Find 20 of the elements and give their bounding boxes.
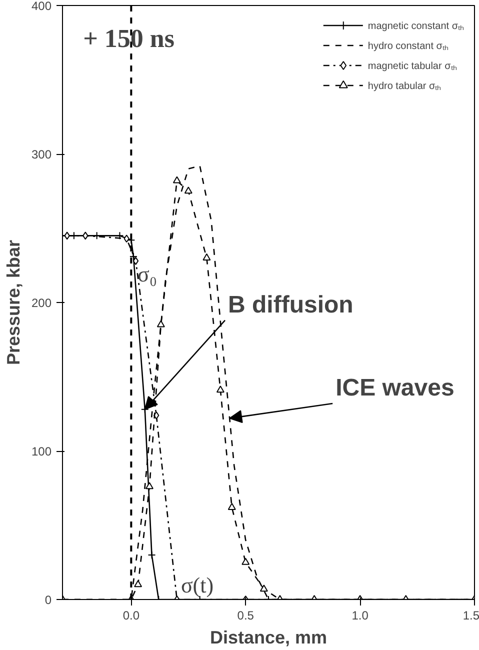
annotation: σ₀ bbox=[137, 261, 157, 286]
x-tick-label: 0.0 bbox=[122, 608, 140, 622]
legend-label: hydro constant σₜₕ bbox=[368, 40, 448, 52]
annotation: ICE waves bbox=[336, 374, 454, 402]
y-tick-label: 200 bbox=[31, 296, 52, 310]
legend-label: hydro tabular σₜₕ bbox=[368, 80, 442, 92]
annotation: B diffusion bbox=[228, 291, 354, 318]
x-tick-label: 1.0 bbox=[352, 608, 369, 622]
y-tick-label: 400 bbox=[31, 0, 52, 13]
legend-label: magnetic tabular σₜₕ bbox=[368, 60, 457, 72]
y-tick-label: 100 bbox=[31, 444, 52, 458]
annotation: σ(t) bbox=[180, 572, 214, 598]
x-tick-label: 0.5 bbox=[237, 608, 254, 622]
y-tick-label: 300 bbox=[31, 148, 52, 162]
legend-label: magnetic constant σₜₕ bbox=[368, 20, 464, 32]
x-axis-title: Distance, mm bbox=[210, 628, 328, 648]
y-axis-title: Pressure, kbar bbox=[3, 240, 24, 366]
x-tick-label: 1.5 bbox=[462, 608, 479, 622]
y-tick-label: 0 bbox=[44, 593, 52, 607]
annotation: + 150 ns bbox=[83, 24, 175, 54]
